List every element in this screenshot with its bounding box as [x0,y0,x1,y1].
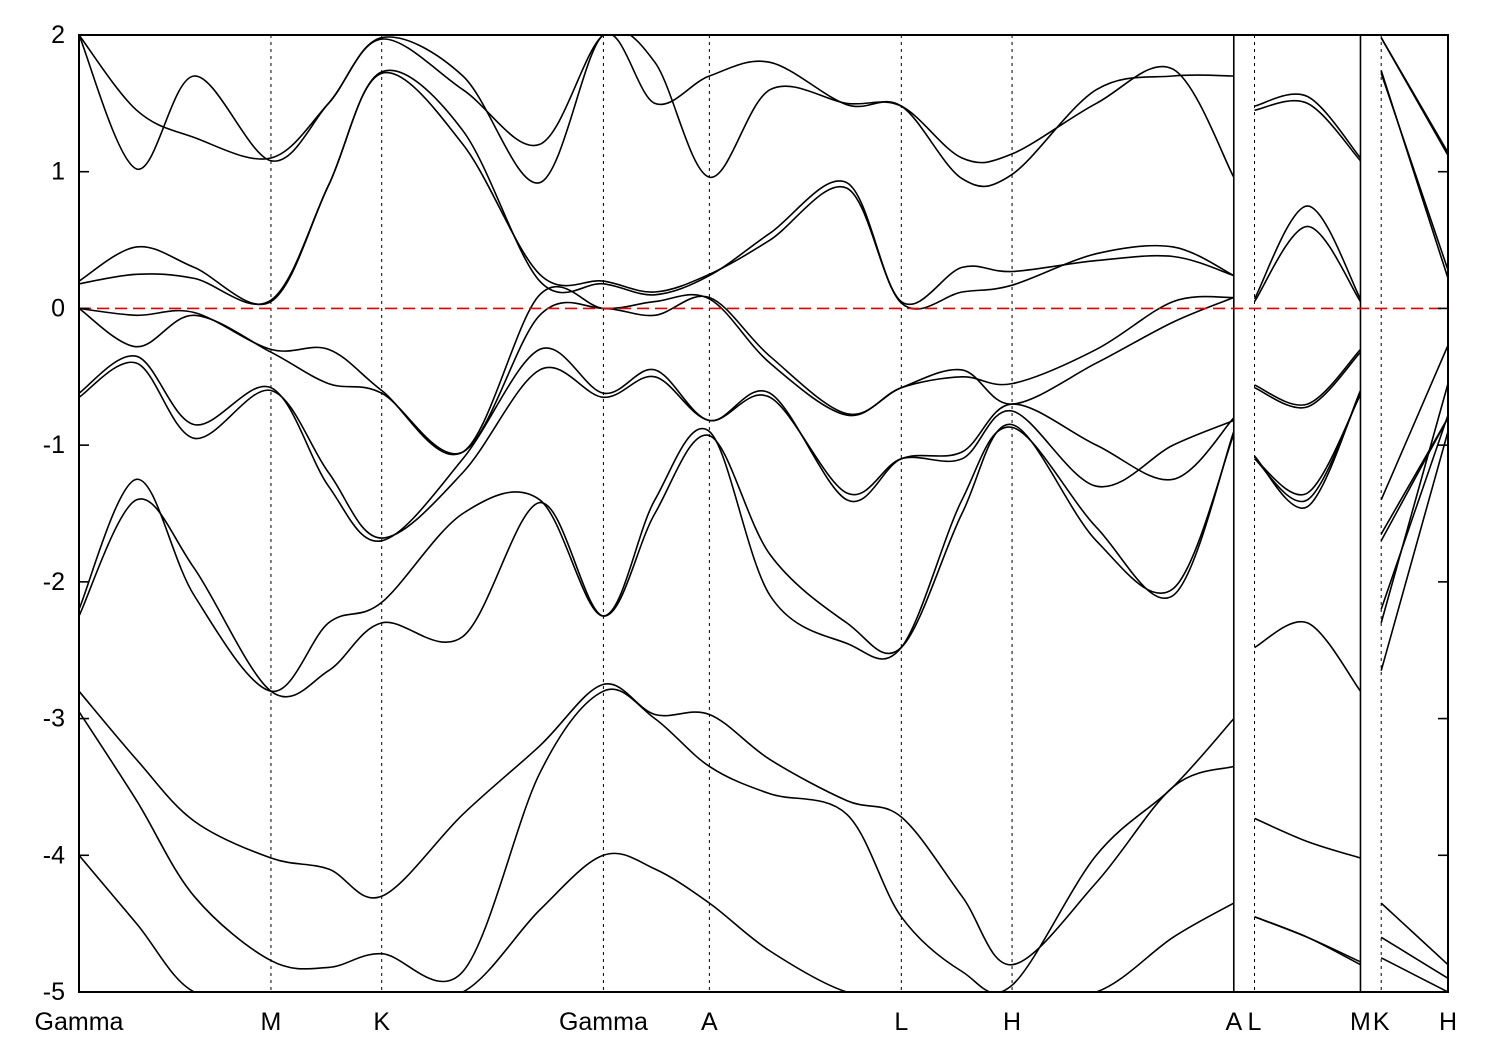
y-tick-label: 0 [51,294,65,322]
band-12-segment-1 [79,35,1235,179]
x-tick-label-k: K [1373,1008,1390,1036]
band-2-segment-3 [1380,936,1448,979]
x-tick-label-a: A [1225,1008,1242,1036]
k-point-separators [270,35,1382,992]
y-tick-label: 2 [51,21,65,49]
band-1-segment-3 [1380,957,1448,992]
y-tick-label: -3 [43,705,65,733]
x-tick-label-k: K [373,1008,390,1036]
band-7-segment-2 [1254,394,1362,496]
band-10-segment-1 [79,71,1235,310]
band-9-segment-1 [79,286,1234,456]
band-8-segment-2 [1254,348,1362,406]
x-tick-label-h: H [1439,1008,1457,1036]
x-tick-label-gamma: Gamma [559,1008,648,1036]
band-4-segment-3 [1380,431,1448,671]
band-8-segment-1 [79,295,1235,455]
band-6-segment-3 [1380,383,1448,624]
band-9-segment-2 [1254,351,1362,409]
band-5-segment-1 [79,426,1235,693]
x-tick-label-m: M [261,1008,282,1036]
band-4-segment-1 [79,423,1235,698]
y-tick-label: -1 [43,431,65,459]
band-5-segment-2 [1253,392,1362,503]
band-3-segment-2 [1254,817,1361,859]
band-11-segment-2 [1253,205,1362,300]
band-6-segment-1 [79,361,1235,539]
band-11-segment-1 [79,69,1235,306]
band-13-segment-1 [79,35,1234,188]
x-tick-label-l: L [1248,1008,1262,1036]
band-8-segment-3 [1380,344,1448,501]
x-tick-label-h: H [1003,1008,1021,1036]
y-tick-label: -4 [43,841,65,869]
band-6-segment-2 [1253,390,1362,509]
band-1-segment-1 [79,852,1235,992]
plot-frame [78,34,1449,993]
band-13-segment-2 [1254,99,1362,162]
band-11-segment-3 [1380,70,1448,279]
band-12-segment-2 [1254,93,1362,159]
x-tick-label-m: M [1350,1008,1371,1036]
band-5-segment-3 [1380,414,1448,610]
y-tick-label: -5 [43,978,65,1006]
band-2-segment-1 [79,688,1235,992]
x-tick-label-l: L [894,1008,908,1036]
band-1-segment-2 [1254,916,1361,966]
band-9-segment-3 [1380,417,1448,535]
band-lines [79,35,1448,992]
band-3-segment-3 [1380,902,1448,966]
band-2-segment-2 [1254,916,1361,963]
y-tick-label: -2 [43,568,65,596]
band-4-segment-2 [1254,620,1362,692]
x-tick-label-a: A [701,1008,718,1036]
band-10-segment-2 [1253,225,1362,303]
band-13-segment-3 [1380,37,1448,154]
y-tick-label: 1 [51,158,65,186]
x-tick-label-gamma: Gamma [35,1008,124,1036]
x-axis: Gamma M K Gamma A L H A L M K H [35,1008,1457,1036]
band-3-segment-1 [79,683,1235,966]
y-axis: 2 1 0 -1 -2 -3 -4 -5 [43,21,1448,1006]
